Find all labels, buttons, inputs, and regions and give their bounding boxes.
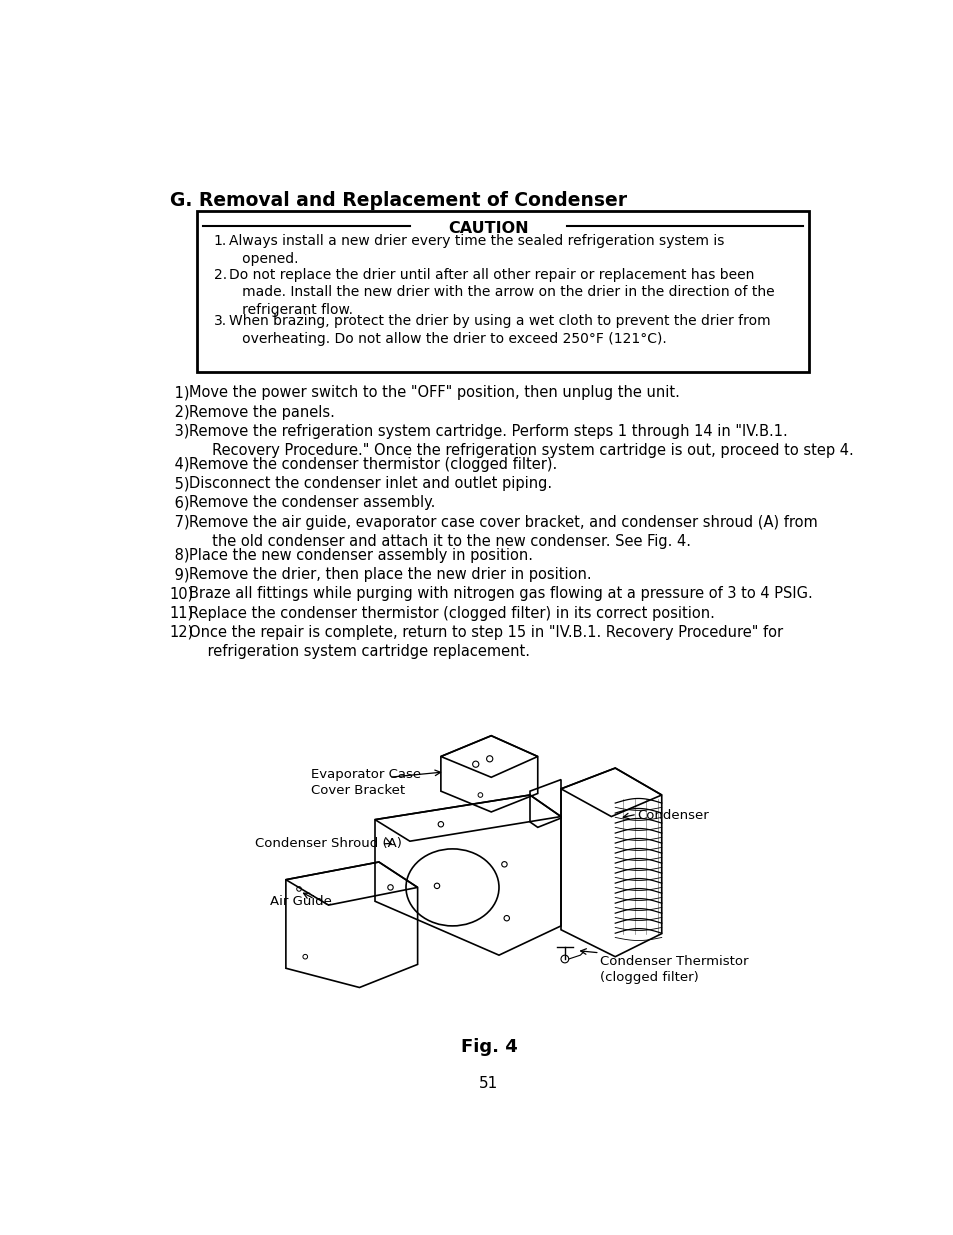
Text: Do not replace the drier until after all other repair or replacement has been
  : Do not replace the drier until after all… bbox=[229, 268, 774, 317]
Text: 8): 8) bbox=[170, 548, 189, 563]
Text: Remove the condenser thermistor (clogged filter).: Remove the condenser thermistor (clogged… bbox=[189, 457, 557, 472]
Text: Remove the air guide, evaporator case cover bracket, and condenser shroud (A) fr: Remove the air guide, evaporator case co… bbox=[189, 515, 817, 548]
Text: Fig. 4: Fig. 4 bbox=[460, 1037, 517, 1056]
Text: 9): 9) bbox=[170, 567, 189, 582]
Text: Air Guide: Air Guide bbox=[270, 895, 332, 908]
Text: Condenser: Condenser bbox=[637, 809, 708, 821]
Text: Evaporator Case
Cover Bracket: Evaporator Case Cover Bracket bbox=[311, 768, 421, 797]
Text: Once the repair is complete, return to step 15 in "IV.B.1. Recovery Procedure" f: Once the repair is complete, return to s… bbox=[189, 625, 782, 659]
Bar bbox=[196, 211, 808, 372]
Text: Remove the panels.: Remove the panels. bbox=[189, 405, 335, 420]
Text: CAUTION: CAUTION bbox=[448, 221, 529, 236]
Text: 5): 5) bbox=[170, 477, 189, 492]
Text: 2.: 2. bbox=[213, 268, 227, 282]
Text: 51: 51 bbox=[478, 1076, 498, 1091]
Text: 4): 4) bbox=[170, 457, 189, 472]
Text: 3.: 3. bbox=[213, 314, 227, 327]
Text: Remove the refrigeration system cartridge. Perform steps 1 through 14 in "IV.B.1: Remove the refrigeration system cartridg… bbox=[189, 424, 853, 458]
Text: 10): 10) bbox=[170, 587, 193, 601]
Text: Condenser Thermistor
(clogged filter): Condenser Thermistor (clogged filter) bbox=[599, 955, 747, 984]
Text: 6): 6) bbox=[170, 495, 189, 510]
Text: Remove the drier, then place the new drier in position.: Remove the drier, then place the new dri… bbox=[189, 567, 591, 582]
Text: Disconnect the condenser inlet and outlet piping.: Disconnect the condenser inlet and outle… bbox=[189, 477, 552, 492]
Text: Always install a new drier every time the sealed refrigeration system is
   open: Always install a new drier every time th… bbox=[229, 235, 724, 267]
Text: Braze all fittings while purging with nitrogen gas flowing at a pressure of 3 to: Braze all fittings while purging with ni… bbox=[189, 587, 812, 601]
Text: Condenser Shroud (A): Condenser Shroud (A) bbox=[254, 837, 401, 851]
Text: 3): 3) bbox=[170, 424, 189, 438]
Text: 12): 12) bbox=[170, 625, 193, 640]
Text: G. Removal and Replacement of Condenser: G. Removal and Replacement of Condenser bbox=[170, 190, 626, 210]
Text: When brazing, protect the drier by using a wet cloth to prevent the drier from
 : When brazing, protect the drier by using… bbox=[229, 314, 770, 346]
Text: 11): 11) bbox=[170, 605, 193, 620]
Text: Move the power switch to the "OFF" position, then unplug the unit.: Move the power switch to the "OFF" posit… bbox=[189, 385, 679, 400]
Text: 1.: 1. bbox=[213, 235, 227, 248]
Text: 1): 1) bbox=[170, 385, 189, 400]
Text: 7): 7) bbox=[170, 515, 189, 530]
Text: Replace the condenser thermistor (clogged filter) in its correct position.: Replace the condenser thermistor (clogge… bbox=[189, 605, 714, 620]
Text: Remove the condenser assembly.: Remove the condenser assembly. bbox=[189, 495, 435, 510]
Text: 2): 2) bbox=[170, 405, 189, 420]
Text: Place the new condenser assembly in position.: Place the new condenser assembly in posi… bbox=[189, 548, 533, 563]
